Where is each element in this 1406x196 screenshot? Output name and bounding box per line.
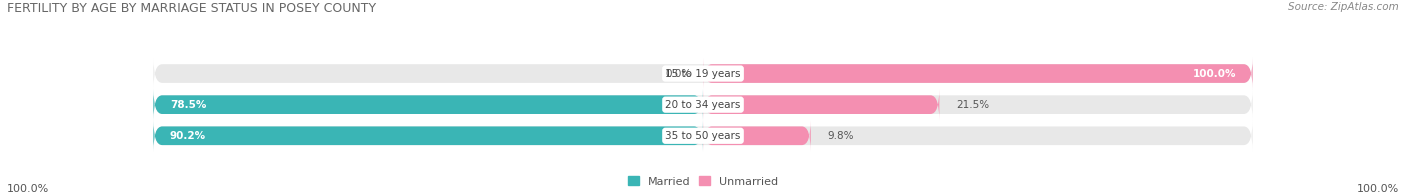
FancyBboxPatch shape [703, 58, 1253, 89]
Text: 20 to 34 years: 20 to 34 years [665, 100, 741, 110]
Legend: Married, Unmarried: Married, Unmarried [627, 176, 779, 187]
Text: 100.0%: 100.0% [1357, 184, 1399, 194]
FancyBboxPatch shape [153, 89, 703, 120]
Text: 15 to 19 years: 15 to 19 years [665, 69, 741, 79]
FancyBboxPatch shape [153, 89, 1253, 120]
Text: 100.0%: 100.0% [7, 184, 49, 194]
FancyBboxPatch shape [703, 120, 811, 151]
FancyBboxPatch shape [153, 120, 703, 151]
Text: Source: ZipAtlas.com: Source: ZipAtlas.com [1288, 2, 1399, 12]
Text: 0.0%: 0.0% [666, 69, 692, 79]
FancyBboxPatch shape [703, 89, 939, 120]
FancyBboxPatch shape [153, 120, 1253, 151]
Text: 90.2%: 90.2% [170, 131, 207, 141]
FancyBboxPatch shape [153, 58, 1253, 89]
Text: 78.5%: 78.5% [170, 100, 207, 110]
Text: 100.0%: 100.0% [1192, 69, 1236, 79]
Text: 21.5%: 21.5% [956, 100, 988, 110]
Text: 35 to 50 years: 35 to 50 years [665, 131, 741, 141]
Text: FERTILITY BY AGE BY MARRIAGE STATUS IN POSEY COUNTY: FERTILITY BY AGE BY MARRIAGE STATUS IN P… [7, 2, 377, 15]
Text: 9.8%: 9.8% [827, 131, 853, 141]
